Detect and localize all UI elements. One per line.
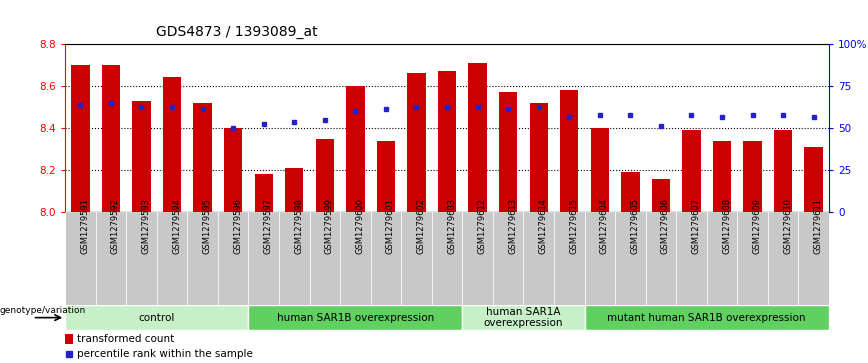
Text: percentile rank within the sample: percentile rank within the sample <box>76 349 253 359</box>
Bar <box>371 212 401 305</box>
Bar <box>621 172 640 212</box>
Text: GSM1279612: GSM1279612 <box>477 198 487 254</box>
Bar <box>463 305 584 330</box>
Bar <box>499 92 517 212</box>
Bar <box>157 212 187 305</box>
Bar <box>218 212 248 305</box>
Bar <box>590 128 609 212</box>
Text: GSM1279598: GSM1279598 <box>294 198 303 254</box>
Text: GSM1279595: GSM1279595 <box>202 198 212 254</box>
Bar <box>799 212 829 305</box>
Bar <box>529 103 548 212</box>
Bar <box>437 71 457 212</box>
Text: control: control <box>139 313 175 323</box>
Bar <box>463 212 493 305</box>
Bar <box>102 65 120 212</box>
Bar <box>187 212 218 305</box>
Text: GSM1279606: GSM1279606 <box>661 198 670 254</box>
Bar <box>132 101 151 212</box>
Bar <box>285 168 304 212</box>
Bar <box>676 212 707 305</box>
Text: GSM1279604: GSM1279604 <box>600 198 608 254</box>
Bar <box>523 212 554 305</box>
Bar <box>254 174 273 212</box>
Text: GSM1279607: GSM1279607 <box>692 198 700 254</box>
Bar <box>737 212 768 305</box>
Text: GSM1279596: GSM1279596 <box>233 198 242 254</box>
Bar <box>554 212 584 305</box>
Text: GSM1279609: GSM1279609 <box>753 198 761 254</box>
Bar <box>646 212 676 305</box>
Text: GSM1279610: GSM1279610 <box>783 198 792 254</box>
Text: GSM1279605: GSM1279605 <box>630 198 640 254</box>
Bar <box>310 212 340 305</box>
Bar <box>407 73 425 212</box>
Text: GSM1279602: GSM1279602 <box>417 198 425 254</box>
Bar <box>248 305 463 330</box>
Text: GSM1279614: GSM1279614 <box>539 198 548 254</box>
Text: GSM1279594: GSM1279594 <box>172 198 181 254</box>
Bar <box>615 212 646 305</box>
Text: GSM1279611: GSM1279611 <box>813 198 823 254</box>
Text: mutant human SAR1B overexpression: mutant human SAR1B overexpression <box>608 313 806 323</box>
Bar <box>560 90 578 212</box>
Bar <box>707 212 737 305</box>
Bar <box>279 212 310 305</box>
Text: GSM1279613: GSM1279613 <box>508 198 517 254</box>
Bar <box>224 128 242 212</box>
Text: GSM1279593: GSM1279593 <box>141 198 150 254</box>
Bar <box>316 139 334 212</box>
Bar <box>774 130 792 212</box>
Bar <box>163 77 181 212</box>
Bar <box>713 140 731 212</box>
Bar <box>743 140 762 212</box>
Bar <box>65 334 73 344</box>
Bar <box>401 212 431 305</box>
Bar <box>377 140 395 212</box>
Bar <box>584 212 615 305</box>
Text: transformed count: transformed count <box>76 334 174 344</box>
Bar <box>194 103 212 212</box>
Bar <box>493 212 523 305</box>
Bar <box>346 86 365 212</box>
Text: GSM1279592: GSM1279592 <box>111 198 120 254</box>
Text: GSM1279601: GSM1279601 <box>386 198 395 254</box>
Bar <box>126 212 157 305</box>
Text: GSM1279600: GSM1279600 <box>355 198 365 254</box>
Bar <box>682 130 700 212</box>
Bar <box>95 212 126 305</box>
Text: human SAR1A
overexpression: human SAR1A overexpression <box>483 307 563 329</box>
Text: GSM1279591: GSM1279591 <box>81 198 89 254</box>
Bar <box>805 147 823 212</box>
Text: GSM1279608: GSM1279608 <box>722 198 731 254</box>
Bar <box>652 179 670 212</box>
Bar <box>584 305 829 330</box>
Text: GSM1279615: GSM1279615 <box>569 198 578 254</box>
Bar <box>65 305 248 330</box>
Text: GSM1279597: GSM1279597 <box>264 198 273 254</box>
Bar <box>71 65 89 212</box>
Bar <box>248 212 279 305</box>
Text: GSM1279603: GSM1279603 <box>447 198 456 254</box>
Text: GSM1279599: GSM1279599 <box>325 198 334 254</box>
Bar <box>340 212 371 305</box>
Text: human SAR1B overexpression: human SAR1B overexpression <box>277 313 434 323</box>
Bar <box>469 62 487 212</box>
Text: GDS4873 / 1393089_at: GDS4873 / 1393089_at <box>156 25 318 40</box>
Bar <box>65 212 95 305</box>
Text: genotype/variation: genotype/variation <box>0 306 86 315</box>
Bar <box>768 212 799 305</box>
Bar <box>431 212 463 305</box>
